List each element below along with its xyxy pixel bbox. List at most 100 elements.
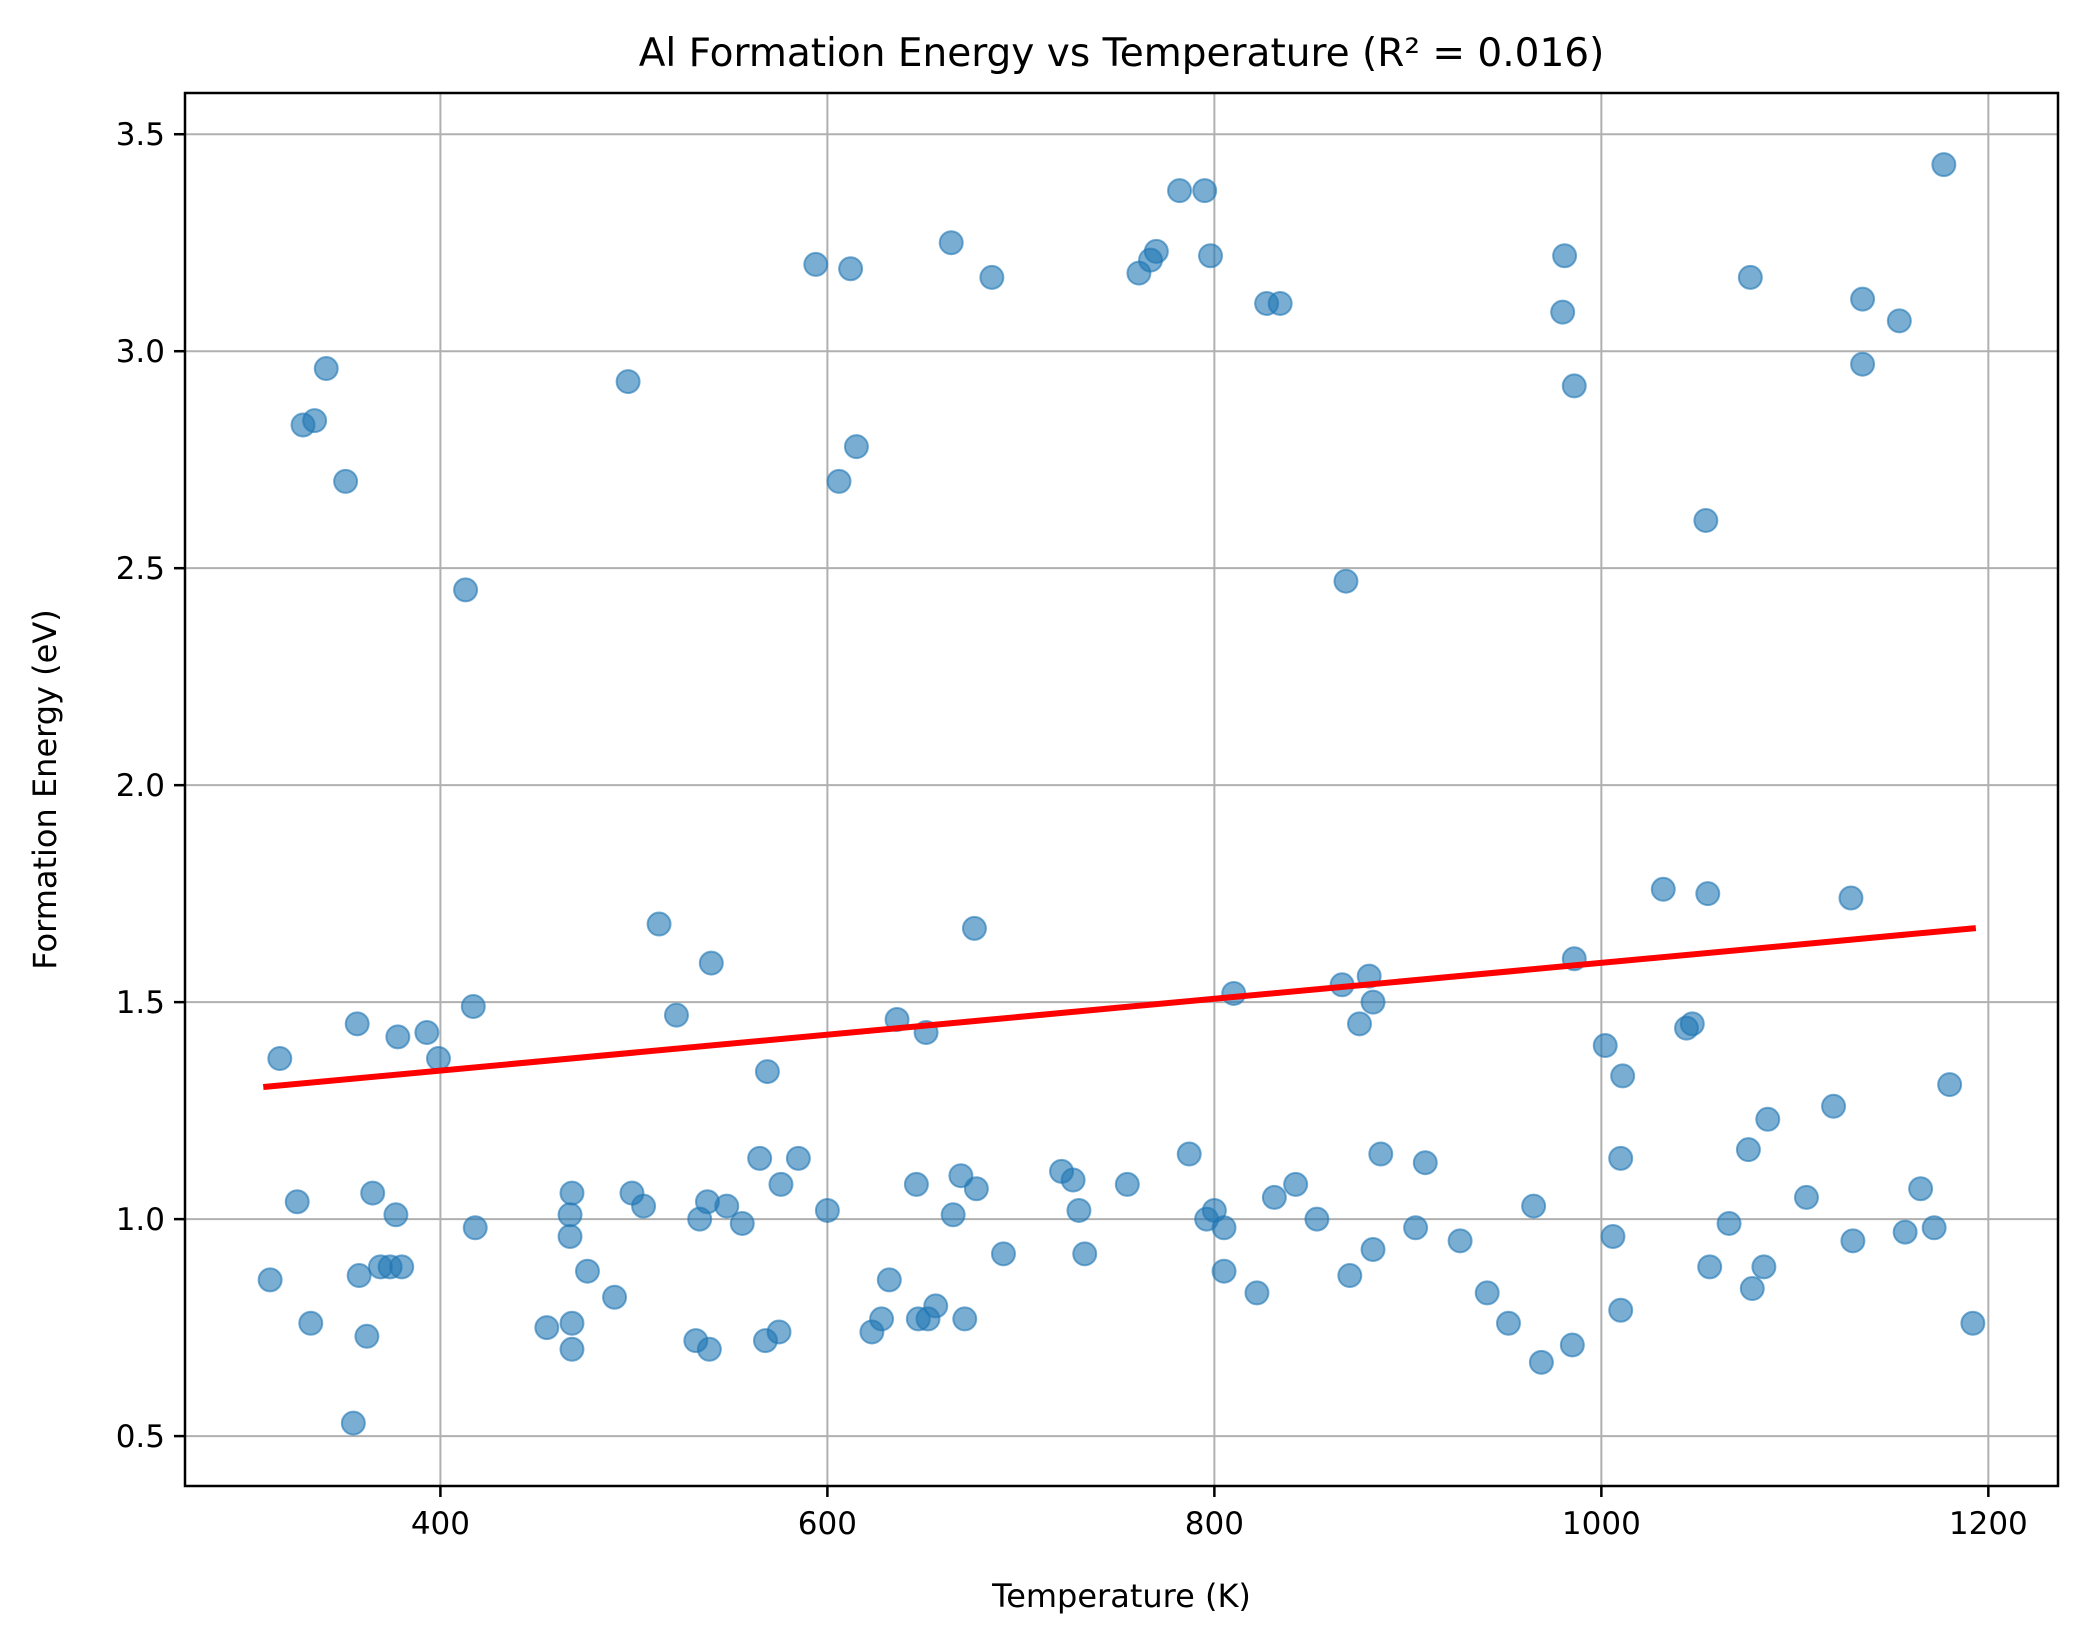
data-point — [1793, 1184, 1819, 1210]
data-point — [1495, 1310, 1521, 1336]
data-point — [1521, 1193, 1547, 1219]
data-point — [1447, 1228, 1473, 1254]
data-point — [961, 915, 987, 941]
data-point — [1360, 1236, 1386, 1262]
data-point — [1333, 568, 1359, 594]
y-tick-label: 2.5 — [116, 551, 165, 587]
y-tick-label: 3.5 — [116, 117, 165, 153]
data-point — [766, 1319, 792, 1345]
data-point — [1211, 1215, 1237, 1241]
data-point — [1608, 1145, 1634, 1171]
data-point — [1592, 1033, 1618, 1059]
data-point — [1735, 1137, 1761, 1163]
data-point — [1176, 1141, 1202, 1167]
data-point — [1737, 264, 1763, 290]
data-point — [557, 1223, 583, 1249]
data-point — [1850, 286, 1876, 312]
data-point — [1412, 1150, 1438, 1176]
y-tick-label: 3.0 — [116, 334, 165, 370]
data-point — [1697, 1254, 1723, 1280]
data-point — [979, 264, 1005, 290]
data-point — [1960, 1310, 1986, 1336]
data-point — [1267, 290, 1293, 316]
data-point — [414, 1020, 440, 1046]
data-point — [1937, 1072, 1963, 1098]
data-point — [1211, 1258, 1237, 1284]
data-point — [1346, 1011, 1372, 1037]
data-point — [1528, 1349, 1554, 1375]
data-point — [1600, 1223, 1626, 1249]
data-point — [963, 1176, 989, 1202]
data-point — [1931, 152, 1957, 178]
data-point — [1244, 1280, 1270, 1306]
data-points — [257, 152, 1986, 1436]
data-point — [1261, 1184, 1287, 1210]
data-point — [663, 1002, 689, 1028]
data-point — [952, 1306, 978, 1332]
data-point — [284, 1189, 310, 1215]
data-point — [646, 911, 672, 937]
data-point — [814, 1197, 840, 1223]
data-point — [1695, 881, 1721, 907]
data-point — [389, 1254, 415, 1280]
data-point — [1908, 1176, 1934, 1202]
data-point — [1066, 1197, 1092, 1223]
data-point — [785, 1145, 811, 1171]
data-point — [574, 1258, 600, 1284]
data-point — [354, 1323, 380, 1349]
data-point — [768, 1171, 794, 1197]
data-point — [559, 1180, 585, 1206]
data-point — [826, 468, 852, 494]
data-point — [729, 1210, 755, 1236]
data-point — [453, 577, 479, 603]
data-point — [302, 408, 328, 434]
data-point — [1114, 1171, 1140, 1197]
y-tick-label: 1.0 — [116, 1202, 165, 1238]
data-point — [1474, 1280, 1500, 1306]
data-point — [1838, 885, 1864, 911]
data-point — [1679, 1011, 1705, 1037]
data-point — [923, 1293, 949, 1319]
data-point — [385, 1024, 411, 1050]
data-point — [903, 1171, 929, 1197]
data-point — [1559, 1332, 1585, 1358]
x-tick-label: 1200 — [1949, 1506, 2028, 1542]
data-point — [383, 1202, 409, 1228]
x-tick-label: 1000 — [1562, 1506, 1641, 1542]
data-point — [460, 993, 486, 1019]
data-point — [1304, 1206, 1330, 1232]
data-point — [346, 1263, 372, 1289]
data-point — [1693, 507, 1719, 533]
plot-frame — [183, 91, 2060, 1488]
data-point — [1755, 1106, 1781, 1132]
data-point — [698, 950, 724, 976]
x-axis-label: Temperature (K) — [991, 1577, 1251, 1615]
data-point — [1610, 1063, 1636, 1089]
data-point — [1337, 1263, 1363, 1289]
data-point — [1192, 178, 1218, 204]
y-tick-label: 1.5 — [116, 985, 165, 1021]
data-point — [1561, 373, 1587, 399]
data-point — [1892, 1219, 1918, 1245]
x-tick-label: 400 — [411, 1506, 470, 1542]
data-point — [557, 1202, 583, 1228]
data-point — [869, 1306, 895, 1332]
data-point — [313, 356, 339, 382]
data-point — [803, 251, 829, 277]
regression-line — [263, 925, 1977, 1091]
data-point — [838, 256, 864, 282]
data-point — [1550, 299, 1576, 325]
y-tick-label: 2.0 — [116, 768, 165, 804]
data-point — [1368, 1141, 1394, 1167]
data-point — [714, 1193, 740, 1219]
data-point — [559, 1310, 585, 1336]
data-point — [559, 1336, 585, 1362]
data-point — [267, 1046, 293, 1072]
data-point — [754, 1059, 780, 1085]
data-point — [534, 1315, 560, 1341]
data-point — [876, 1267, 902, 1293]
data-point — [1921, 1215, 1947, 1241]
data-point — [940, 1202, 966, 1228]
